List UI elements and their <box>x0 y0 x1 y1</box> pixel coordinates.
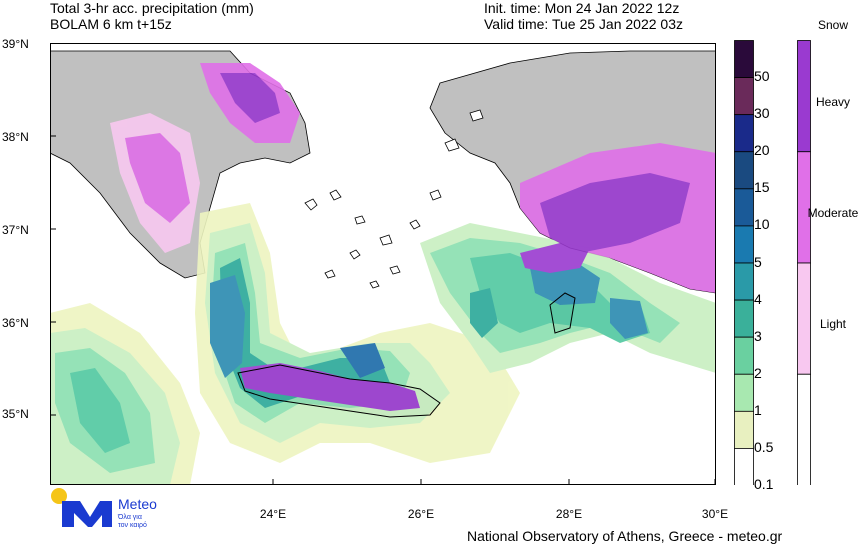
logo-tagline-2: τον καιρό <box>118 521 147 529</box>
snow-label-moderate: Moderate <box>807 206 859 220</box>
lon-label-26: 26°E <box>407 507 435 521</box>
colorbar-label: 0.1 <box>754 476 774 492</box>
colorbar-swatch <box>734 336 754 375</box>
map-title: Total 3-hr acc. precipitation (mm) <box>50 0 254 16</box>
snow-swatch <box>797 373 811 485</box>
lat-label-35: 35°N <box>2 407 29 421</box>
init-time: Init. time: Mon 24 Jan 2022 12z <box>484 0 680 16</box>
colorbar-swatch <box>734 77 754 116</box>
colorbar-label: 10 <box>754 216 770 233</box>
colorbar-label: 3 <box>754 327 762 344</box>
snow-label-heavy: Heavy <box>815 95 850 109</box>
colorbar-label: 20 <box>754 142 770 159</box>
colorbar-label: 0.5 <box>754 438 774 455</box>
lon-label-30: 30°E <box>701 507 729 521</box>
colorbar-label: 2 <box>754 364 762 381</box>
lat-label-36: 36°N <box>2 316 29 330</box>
colorbar-swatch <box>734 114 754 153</box>
logo-name: Meteo <box>118 496 157 512</box>
colorbar-swatch <box>734 225 754 264</box>
snow-legend-title: Snow <box>817 18 849 32</box>
colorbar-label: 50 <box>754 68 770 85</box>
sun-icon <box>51 488 67 504</box>
colorbar-swatch <box>734 299 754 338</box>
meteo-logo: Meteo Όλα για τον καιρό <box>51 488 157 529</box>
colorbar-label: 5 <box>754 253 762 270</box>
lon-label-28: 28°E <box>555 507 583 521</box>
colorbar-label: 15 <box>754 179 770 196</box>
logo-tagline-1: Όλα για <box>117 514 142 521</box>
colorbar-swatch <box>734 448 754 485</box>
lat-label-37: 37°N <box>2 223 29 237</box>
colorbar-swatch <box>734 410 754 449</box>
model-label: BOLAM 6 km t+15z <box>50 16 172 32</box>
colorbar-label: 30 <box>754 105 770 122</box>
valid-time: Valid time: Tue 25 Jan 2022 03z <box>484 16 683 32</box>
lon-label-24: 24°E <box>259 507 287 521</box>
lat-label-39: 39°N <box>2 37 29 51</box>
colorbar-swatch <box>734 262 754 301</box>
precipitation-colorbar <box>734 40 754 485</box>
snow-label-light: Light <box>819 317 847 331</box>
colorbar-swatch <box>734 40 754 78</box>
precipitation-map <box>50 43 716 485</box>
colorbar-label: 4 <box>754 290 762 307</box>
snow-colorbar <box>797 40 811 485</box>
footer-credit: National Observatory of Athens, Greece -… <box>467 528 783 544</box>
lat-label-38: 38°N <box>2 130 29 144</box>
colorbar-swatch <box>734 151 754 190</box>
colorbar-swatch <box>734 373 754 412</box>
m-logo-icon <box>62 501 112 527</box>
colorbar-label: 1 <box>754 401 762 418</box>
colorbar-swatch <box>734 188 754 227</box>
